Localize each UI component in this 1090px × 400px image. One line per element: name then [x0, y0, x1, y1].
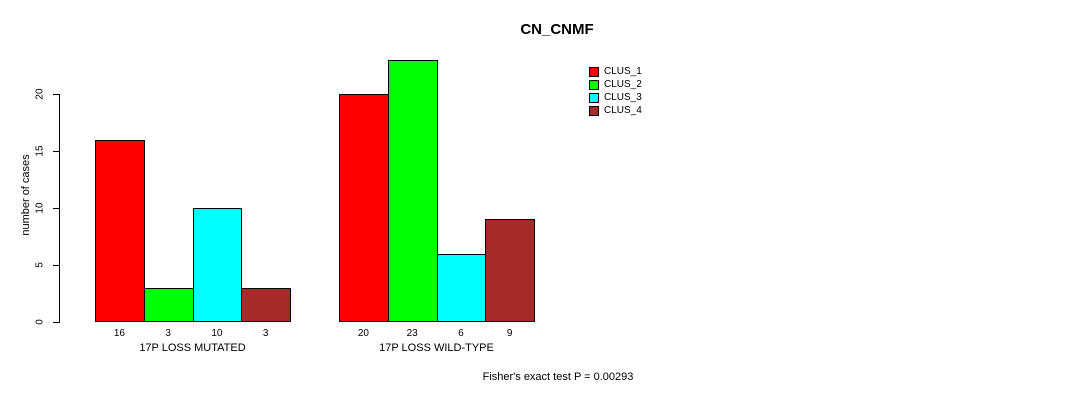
- legend-swatch-clus_4: [589, 105, 599, 116]
- y-axis-tick: [53, 208, 59, 209]
- chart-title: CN_CNMF: [520, 21, 594, 38]
- y-axis-tick-label: 15: [34, 145, 46, 157]
- legend-swatch-clus_3: [589, 92, 599, 103]
- legend-item-clus_3: CLUS_3: [589, 92, 642, 103]
- legend-label: CLUS_2: [604, 79, 642, 90]
- bar-clus_3-wild-type: [436, 253, 487, 322]
- group-label-wild-type: 17P LOSS WILD-TYPE: [379, 342, 494, 354]
- legend-label: CLUS_3: [604, 92, 642, 103]
- bar-value-label: 3: [262, 328, 269, 339]
- legend-item-clus_2: CLUS_2: [589, 79, 642, 90]
- fisher-test-annotation: Fisher's exact test P = 0.00293: [482, 371, 634, 383]
- y-axis-line: [59, 94, 60, 323]
- y-axis-tick-label: 20: [34, 88, 46, 100]
- y-axis-tick-label: 10: [34, 202, 46, 214]
- bar-clus_3-mutated: [192, 208, 243, 322]
- legend-item-clus_4: CLUS_4: [589, 105, 642, 116]
- legend-label: CLUS_4: [604, 105, 642, 116]
- y-axis-tick: [53, 322, 59, 323]
- bar-clus_1-mutated: [95, 139, 145, 322]
- legend-swatch-clus_1: [589, 66, 599, 77]
- bar-value-label: 9: [506, 328, 513, 339]
- bar-value-label: 10: [211, 328, 223, 339]
- bar-clus_1-wild-type: [339, 94, 389, 322]
- y-axis-tick: [53, 265, 59, 266]
- legend-item-clus_1: CLUS_1: [589, 66, 642, 77]
- bar-clus_2-wild-type: [387, 59, 438, 322]
- bar-value-label: 3: [165, 328, 171, 339]
- bar-clus_4-wild-type: [485, 219, 535, 322]
- bar-clus_4-mutated: [241, 287, 291, 322]
- y-axis-tick: [53, 151, 59, 152]
- bar-value-label: 6: [458, 328, 464, 339]
- legend-swatch-clus_2: [589, 79, 599, 90]
- legend-label: CLUS_1: [604, 66, 642, 77]
- group-label-mutated: 17P LOSS MUTATED: [139, 342, 246, 354]
- bar-value-label: 23: [406, 328, 418, 339]
- bar-value-label: 16: [113, 328, 125, 339]
- y-axis-tick: [53, 94, 59, 95]
- y-axis-tick-label: 0: [34, 319, 46, 325]
- bar-clus_2-mutated: [143, 287, 194, 322]
- bar-value-label: 20: [357, 328, 369, 339]
- y-axis-tick-label: 5: [34, 262, 46, 268]
